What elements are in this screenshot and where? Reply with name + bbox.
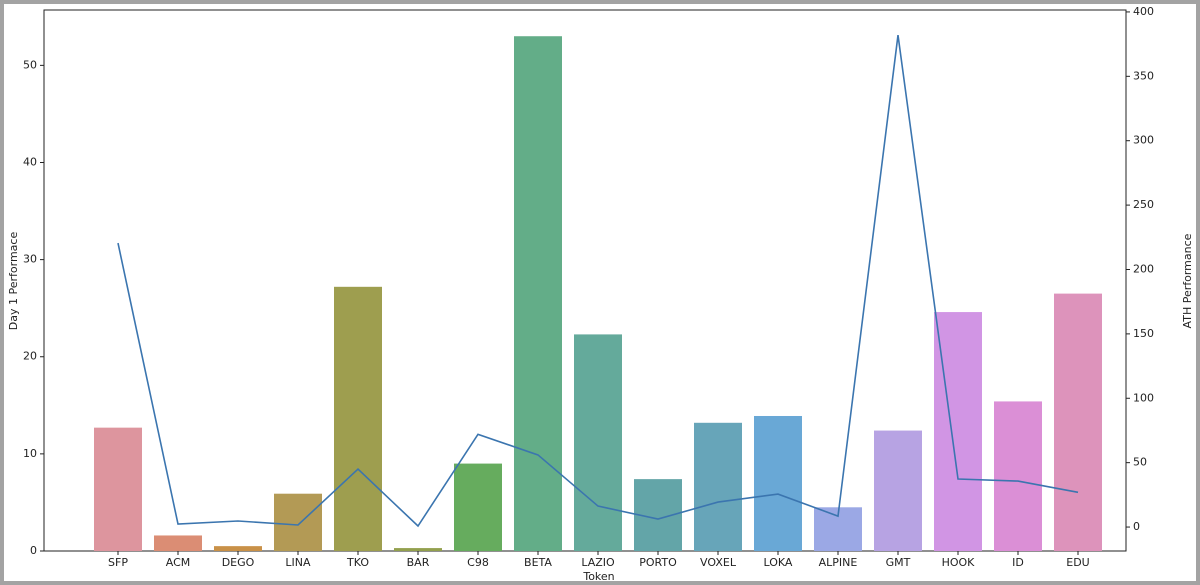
y2-tick-label: 50 [1133,456,1147,469]
y-tick-label: 20 [23,350,37,363]
x-axis-label: Token [582,570,614,583]
bar [454,463,502,551]
bar [694,422,742,551]
bar [154,535,202,551]
y2-tick-label: 400 [1133,5,1154,18]
y-tick-label: 30 [23,253,37,266]
bar [94,427,142,551]
x-tick-label: ALPINE [819,556,858,569]
x-tick-label: LAZIO [581,556,615,569]
x-tick-label: HOOK [942,556,976,569]
bar [514,36,562,551]
bar [214,546,262,551]
y2-tick-label: 250 [1133,198,1154,211]
y-tick-label: 0 [30,544,37,557]
x-tick-label: PORTO [639,556,677,569]
y2-tick-label: 350 [1133,69,1154,82]
y-tick-label: 50 [23,58,37,71]
y2-tick-label: 300 [1133,134,1154,147]
x-tick-label: ID [1012,556,1024,569]
x-tick-label: DEGO [222,556,255,569]
bar [994,401,1042,551]
bar [754,415,802,551]
x-tick-label: BETA [524,556,552,569]
x-tick-label: C98 [467,556,489,569]
y2-tick-label: 200 [1133,262,1154,275]
y-tick-label: 40 [23,155,37,168]
y-axis-label: Day 1 Performace [7,232,20,331]
bar [934,312,982,551]
y2-tick-label: 150 [1133,327,1154,340]
x-tick-label: LINA [285,556,311,569]
bar [1054,293,1102,551]
x-tick-label: BAR [407,556,430,569]
x-tick-label: VOXEL [700,556,737,569]
line [117,35,1079,528]
bar [274,493,322,551]
y2-tick-label: 0 [1133,520,1140,533]
y2-axis-label: ATH Performance [1181,233,1194,328]
bar [574,334,622,551]
y-tick-label: 10 [23,447,37,460]
bar [394,548,442,551]
x-tick-label: EDU [1066,556,1089,569]
y2-tick-label: 100 [1133,391,1154,404]
x-tick-label: LOKA [764,556,793,569]
x-tick-label: ACM [166,556,191,569]
bar [334,286,382,551]
bar [874,430,922,551]
x-tick-label: SFP [108,556,128,569]
x-tick-label: GMT [886,556,911,569]
x-tick-label: TKO [346,556,369,569]
